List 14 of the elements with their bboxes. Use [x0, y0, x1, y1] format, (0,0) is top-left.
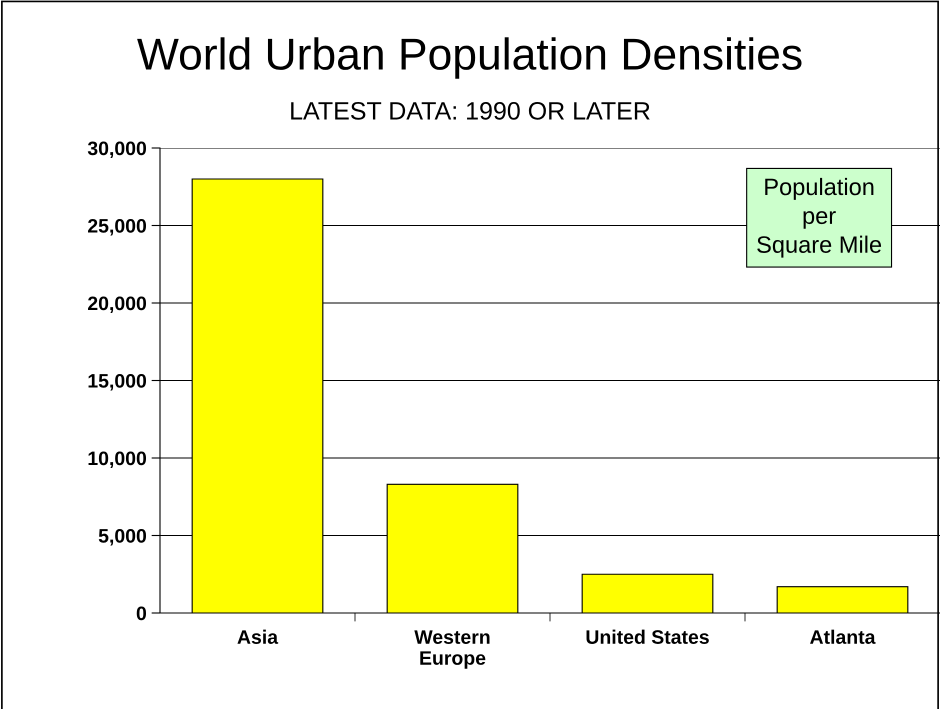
y-tick-label: 25,000: [88, 218, 146, 236]
x-tick-label: Atlanta: [810, 630, 876, 644]
x-tick-label: United States: [586, 630, 709, 644]
chart-subtitle: LATEST DATA: 1990 OR LATER: [291, 102, 650, 120]
y-tick-label: 5,000: [98, 528, 146, 546]
y-tick-label: 0: [136, 606, 146, 620]
annotation: Population per Square Mile: [757, 178, 882, 258]
y-tick-label: 20,000: [88, 296, 146, 314]
chart-title: World Urban Population Densities: [137, 37, 802, 79]
y-tick-label: 15,000: [88, 374, 146, 391]
y-tick-label: 10,000: [88, 451, 146, 468]
y-tick-label: 30,000: [88, 141, 146, 158]
x-tick-label: Western Europe: [414, 630, 490, 669]
x-tick-label: Asia: [237, 630, 278, 644]
